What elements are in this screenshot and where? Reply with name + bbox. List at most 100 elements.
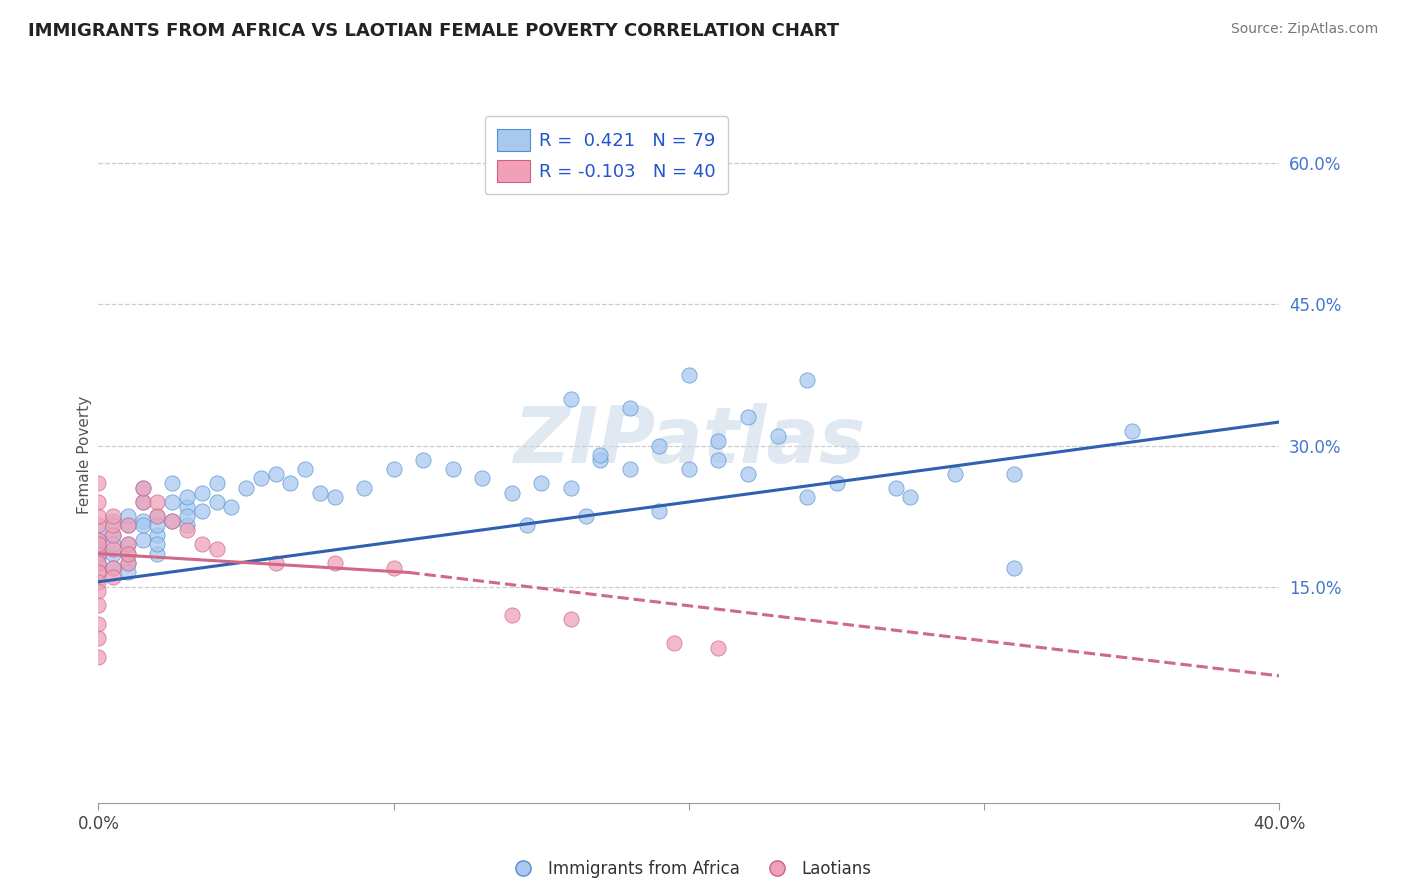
Point bbox=[796, 373, 818, 387]
Point bbox=[323, 556, 346, 570]
Point bbox=[176, 500, 198, 514]
Point bbox=[471, 471, 494, 485]
Point bbox=[191, 485, 214, 500]
Point bbox=[162, 514, 183, 528]
Point bbox=[501, 485, 523, 500]
Point bbox=[264, 556, 287, 570]
Point bbox=[205, 476, 228, 491]
Point bbox=[382, 560, 405, 574]
Point bbox=[87, 537, 110, 551]
Point bbox=[1002, 467, 1025, 481]
Point bbox=[766, 429, 789, 443]
Point bbox=[323, 490, 346, 504]
Point bbox=[205, 495, 228, 509]
Point bbox=[117, 547, 139, 561]
Text: IMMIGRANTS FROM AFRICA VS LAOTIAN FEMALE POVERTY CORRELATION CHART: IMMIGRANTS FROM AFRICA VS LAOTIAN FEMALE… bbox=[28, 22, 839, 40]
Point bbox=[176, 490, 198, 504]
Point bbox=[678, 462, 700, 476]
Point bbox=[87, 566, 110, 580]
Point bbox=[1121, 425, 1143, 439]
Point bbox=[87, 523, 110, 537]
Point bbox=[103, 528, 125, 542]
Point bbox=[146, 547, 169, 561]
Point bbox=[117, 509, 139, 524]
Point bbox=[132, 533, 155, 547]
Point bbox=[648, 438, 671, 452]
Point bbox=[117, 518, 139, 533]
Point bbox=[87, 574, 110, 589]
Point bbox=[103, 570, 125, 584]
Point bbox=[589, 452, 612, 467]
Point bbox=[103, 514, 125, 528]
Point bbox=[294, 462, 316, 476]
Point bbox=[900, 490, 922, 504]
Point bbox=[146, 518, 169, 533]
Point bbox=[515, 518, 537, 533]
Point bbox=[191, 504, 214, 518]
Point bbox=[132, 514, 155, 528]
Point bbox=[117, 537, 139, 551]
Point bbox=[103, 518, 125, 533]
Point bbox=[235, 481, 257, 495]
Point bbox=[884, 481, 907, 495]
Point bbox=[117, 518, 139, 533]
Point bbox=[619, 401, 641, 415]
Point bbox=[87, 547, 110, 561]
Point bbox=[707, 434, 730, 448]
Point bbox=[205, 541, 228, 556]
Point bbox=[103, 560, 125, 574]
Point bbox=[943, 467, 966, 481]
Point bbox=[103, 560, 125, 574]
Point bbox=[87, 556, 110, 570]
Point bbox=[132, 481, 155, 495]
Point bbox=[146, 509, 169, 524]
Point bbox=[796, 490, 818, 504]
Point bbox=[191, 537, 214, 551]
Point bbox=[412, 452, 434, 467]
Point bbox=[146, 537, 169, 551]
Point bbox=[501, 607, 523, 622]
Point bbox=[250, 471, 273, 485]
Point bbox=[132, 495, 155, 509]
Point bbox=[87, 650, 110, 665]
Point bbox=[560, 612, 582, 626]
Point bbox=[176, 523, 198, 537]
Y-axis label: Female Poverty: Female Poverty bbox=[77, 396, 91, 514]
Point bbox=[707, 640, 730, 655]
Point bbox=[117, 537, 139, 551]
Point bbox=[648, 504, 671, 518]
Point bbox=[530, 476, 553, 491]
Point bbox=[87, 599, 110, 613]
Point bbox=[87, 566, 110, 580]
Point bbox=[264, 467, 287, 481]
Point bbox=[664, 636, 686, 650]
Point bbox=[825, 476, 848, 491]
Point bbox=[87, 632, 110, 646]
Point bbox=[103, 547, 125, 561]
Point bbox=[132, 481, 155, 495]
Point bbox=[619, 462, 641, 476]
Point bbox=[146, 509, 169, 524]
Point bbox=[1002, 560, 1025, 574]
Point bbox=[117, 566, 139, 580]
Point bbox=[87, 533, 110, 547]
Point bbox=[162, 514, 183, 528]
Point bbox=[560, 392, 582, 406]
Point bbox=[707, 452, 730, 467]
Point bbox=[309, 485, 332, 500]
Point bbox=[87, 533, 110, 547]
Point bbox=[441, 462, 464, 476]
Point bbox=[382, 462, 405, 476]
Point bbox=[678, 368, 700, 382]
Point bbox=[87, 476, 110, 491]
Point bbox=[162, 476, 183, 491]
Point bbox=[737, 410, 759, 425]
Text: ZIPatlas: ZIPatlas bbox=[513, 403, 865, 479]
Point bbox=[146, 495, 169, 509]
Point bbox=[132, 518, 155, 533]
Point bbox=[176, 518, 198, 533]
Point bbox=[87, 518, 110, 533]
Point bbox=[574, 509, 596, 524]
Point bbox=[589, 448, 612, 462]
Point bbox=[737, 467, 759, 481]
